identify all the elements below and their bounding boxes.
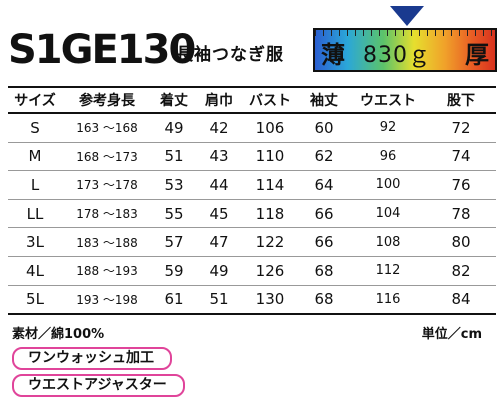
cell-length: 59 — [152, 256, 196, 286]
unit-note: 単位／cm — [421, 327, 482, 342]
cell-length: 51 — [152, 142, 196, 172]
cell-sleeve: 68 — [298, 285, 350, 316]
cell-sleeve: 60 — [298, 113, 350, 143]
cell-inseam: 78 — [426, 199, 496, 229]
cell-waist: 100 — [350, 170, 426, 200]
gauge-weight-value: 830ｇ — [363, 43, 431, 68]
cell-waist: 112 — [350, 256, 426, 286]
gauge-thick-label: 厚 — [465, 41, 489, 69]
col-height: 参考身長 — [62, 86, 152, 114]
cell-sleeve: 66 — [298, 199, 350, 229]
cell-shoulder: 42 — [196, 113, 242, 143]
cell-waist: 96 — [350, 142, 426, 172]
cell-inseam: 76 — [426, 170, 496, 200]
cell-bust: 110 — [242, 142, 298, 172]
cell-bust: 106 — [242, 113, 298, 143]
cell-size: S — [8, 113, 62, 143]
table-row: 4L 188 〜193 59 49 126 68 112 82 — [8, 256, 496, 286]
cell-size: LL — [8, 199, 62, 229]
cell-shoulder: 49 — [196, 256, 242, 286]
col-shoulder: 肩巾 — [196, 86, 242, 114]
cell-waist: 104 — [350, 199, 426, 229]
cell-height: 178 〜183 — [62, 199, 152, 229]
model-number: S1GE130 — [8, 27, 196, 73]
cell-sleeve: 66 — [298, 227, 350, 257]
cell-waist: 116 — [350, 285, 426, 316]
cell-size: M — [8, 142, 62, 172]
cell-shoulder: 51 — [196, 285, 242, 316]
feature-badge-adjuster: ウエストアジャスター — [12, 374, 185, 397]
col-length: 着丈 — [152, 86, 196, 114]
fabric-weight-gauge: 薄 830ｇ 厚 — [313, 28, 497, 72]
cell-bust: 122 — [242, 227, 298, 257]
cell-shoulder: 45 — [196, 199, 242, 229]
cell-height: 188 〜193 — [62, 256, 152, 286]
cell-bust: 118 — [242, 199, 298, 229]
table-row: LL 178 〜183 55 45 118 66 104 78 — [8, 199, 496, 229]
cell-sleeve: 64 — [298, 170, 350, 200]
material-note: 素材／綿100% — [12, 327, 105, 342]
col-waist: ウエスト — [350, 86, 426, 114]
col-sleeve: 袖丈 — [298, 86, 350, 114]
cell-length: 57 — [152, 227, 196, 257]
cell-inseam: 82 — [426, 256, 496, 286]
cell-waist: 108 — [350, 227, 426, 257]
table-row: 5L 193 〜198 61 51 130 68 116 84 — [8, 285, 496, 316]
cell-height: 183 〜188 — [62, 227, 152, 257]
cell-height: 163 〜168 — [62, 113, 152, 143]
cell-inseam: 74 — [426, 142, 496, 172]
cell-sleeve: 62 — [298, 142, 350, 172]
table-row: L 173 〜178 53 44 114 64 100 76 — [8, 170, 496, 200]
cell-size: 3L — [8, 227, 62, 257]
col-bust: バスト — [242, 86, 298, 114]
cell-sleeve: 68 — [298, 256, 350, 286]
cell-height: 168 〜173 — [62, 142, 152, 172]
cell-length: 53 — [152, 170, 196, 200]
cell-size: L — [8, 170, 62, 200]
cell-size: 4L — [8, 256, 62, 286]
product-type: 長袖つなぎ服 — [176, 45, 284, 65]
feature-badge-wash: ワンウォッシュ加工 — [12, 347, 172, 370]
cell-height: 173 〜178 — [62, 170, 152, 200]
cell-inseam: 84 — [426, 285, 496, 316]
cell-shoulder: 47 — [196, 227, 242, 257]
table-row: M 168 〜173 51 43 110 62 96 74 — [8, 142, 496, 172]
size-table: サイズ 参考身長 着丈 肩巾 バスト 袖丈 ウエスト 股下 S 163 〜168… — [8, 86, 496, 316]
col-inseam: 股下 — [426, 86, 496, 114]
cell-waist: 92 — [350, 113, 426, 143]
cell-length: 55 — [152, 199, 196, 229]
table-row: S 163 〜168 49 42 106 60 92 72 — [8, 113, 496, 143]
cell-bust: 114 — [242, 170, 298, 200]
col-size: サイズ — [8, 86, 62, 114]
cell-inseam: 72 — [426, 113, 496, 143]
gauge-thin-label: 薄 — [321, 41, 345, 69]
cell-height: 193 〜198 — [62, 285, 152, 316]
cell-bust: 126 — [242, 256, 298, 286]
table-header-row: サイズ 参考身長 着丈 肩巾 バスト 袖丈 ウエスト 股下 — [8, 86, 496, 114]
cell-shoulder: 43 — [196, 142, 242, 172]
cell-length: 49 — [152, 113, 196, 143]
weight-marker-icon — [390, 6, 424, 26]
cell-size: 5L — [8, 285, 62, 316]
cell-bust: 130 — [242, 285, 298, 316]
cell-inseam: 80 — [426, 227, 496, 257]
cell-shoulder: 44 — [196, 170, 242, 200]
cell-length: 61 — [152, 285, 196, 316]
gauge-ticks — [315, 30, 495, 36]
table-row: 3L 183 〜188 57 47 122 66 108 80 — [8, 227, 496, 257]
